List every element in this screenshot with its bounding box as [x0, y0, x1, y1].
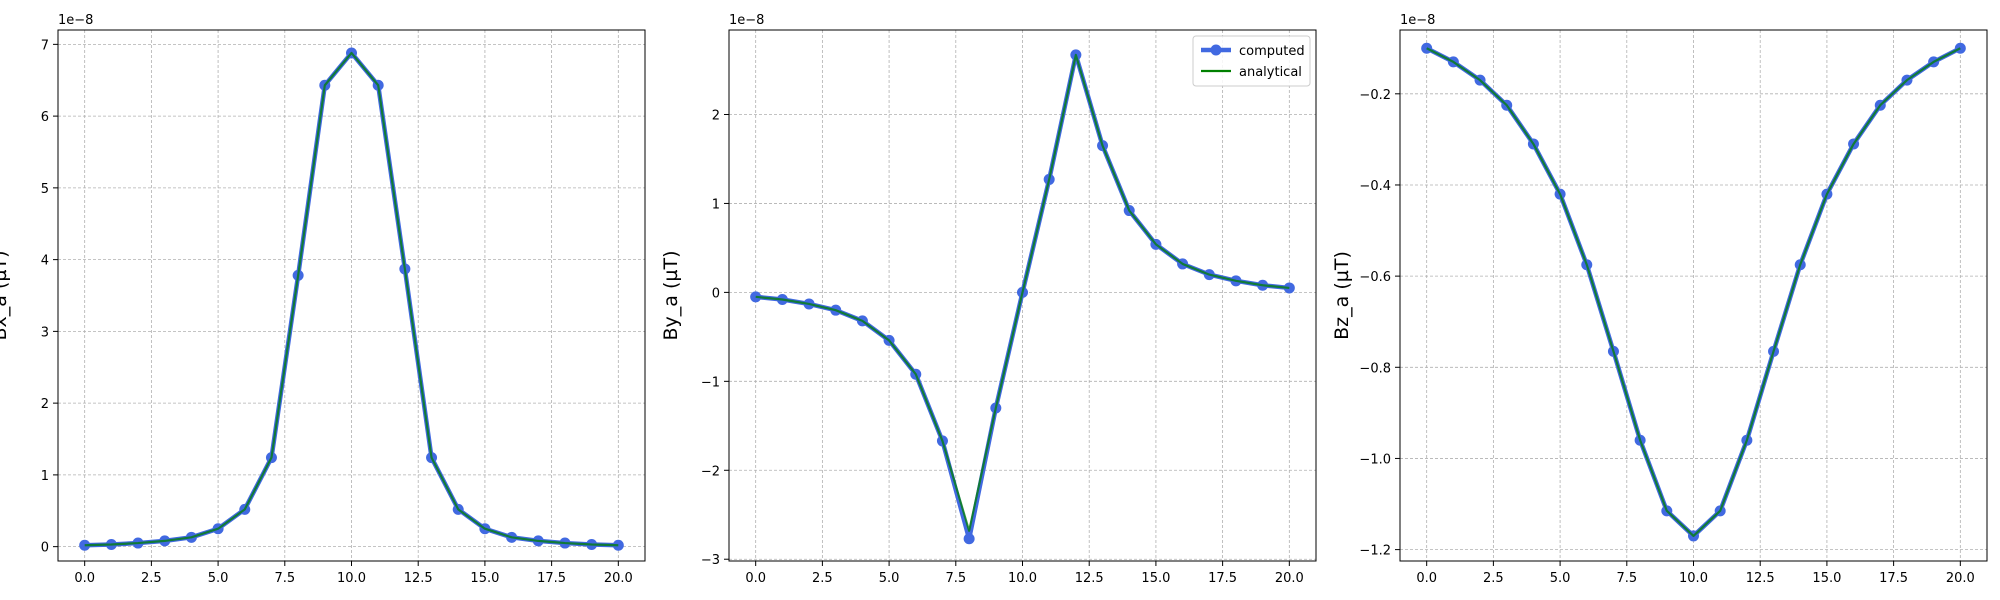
plot-area-frame: [728, 29, 1317, 562]
y-axis-label: Bz_a (µT): [1331, 251, 1353, 340]
y-tick-label: −1: [701, 375, 720, 390]
x-tick-label: 17.5: [1879, 571, 1908, 586]
axis-offset-label: 1e−8: [1400, 13, 1435, 28]
y-tick-label: −3: [701, 553, 720, 568]
x-tick-label: 5.0: [879, 571, 900, 586]
x-tick-label: 7.5: [274, 571, 295, 586]
x-tick-label: 17.5: [537, 571, 566, 586]
y-tick-label: 7: [41, 38, 49, 53]
x-tick-label: 10.0: [1679, 571, 1708, 586]
plot-area-frame: [57, 29, 646, 562]
y-tick-label: −0.6: [1359, 270, 1391, 285]
x-tick-label: 0.0: [74, 571, 95, 586]
series-line-analytical: [84, 51, 619, 547]
x-tick-label: 12.5: [1746, 571, 1775, 586]
legend: computed analytical: [1192, 35, 1311, 87]
y-tick-label: −0.4: [1359, 179, 1391, 194]
data-point-computed: [963, 533, 975, 545]
legend-marker-computed: [1210, 44, 1222, 56]
y-tick-label: 0: [712, 286, 720, 301]
y-tick-label: 5: [41, 182, 49, 197]
series-line-analytical: [755, 53, 1290, 532]
y-tick-label: −2: [701, 464, 720, 479]
legend-label-computed: computed: [1239, 44, 1305, 59]
x-tick-label: 7.5: [945, 571, 966, 586]
y-tick-label: 1: [712, 197, 720, 212]
x-tick-label: 5.0: [1550, 571, 1571, 586]
x-tick-label: 2.5: [812, 571, 833, 586]
x-tick-label: 20.0: [604, 571, 633, 586]
y-tick-label: 2: [41, 397, 49, 412]
x-tick-label: 2.5: [1483, 571, 1504, 586]
y-tick-label: −1.0: [1359, 452, 1391, 467]
subplot-1: 0.0 2.5 5.0 7.5 10.0 12.5 15.0 17.5 20.0 0 1 2 3 4 5 6 7…: [0, 13, 646, 586]
y-tick-label: −1.2: [1359, 544, 1391, 559]
x-tick-label: 17.5: [1208, 571, 1237, 586]
y-tick-label: 0: [41, 541, 49, 556]
x-tick-label: 7.5: [1616, 571, 1637, 586]
x-tick-label: 20.0: [1275, 571, 1304, 586]
x-tick-label: 15.0: [470, 571, 499, 586]
x-tick-label: 0.0: [745, 571, 766, 586]
y-axis-label: Bx_a (µT): [0, 251, 11, 341]
axis-offset-label: 1e−8: [729, 13, 764, 28]
y-tick-label: 3: [41, 325, 49, 340]
legend-label-analytical: analytical: [1239, 65, 1302, 80]
y-tick-label: 1: [41, 469, 49, 484]
subplot-3: 0.0 2.5 5.0 7.5 10.0 12.5 15.0 17.5 20.0 −1.2 −1.0…: [1331, 13, 1988, 586]
x-tick-label: 15.0: [1812, 571, 1841, 586]
plot-area-frame: [1399, 29, 1988, 562]
y-axis-label: By_a (µT): [660, 251, 682, 341]
y-tick-label: 6: [41, 110, 49, 125]
x-tick-label: 10.0: [1008, 571, 1037, 586]
subplot-2: 0.0 2.5 5.0 7.5 10.0 12.5 15.0 17.5 20.0 −3 −2 −1 0 1…: [660, 13, 1317, 586]
x-tick-label: 12.5: [404, 571, 433, 586]
y-tick-label: −0.8: [1359, 361, 1391, 376]
x-tick-label: 2.5: [141, 571, 162, 586]
axis-offset-label: 1e−8: [58, 13, 93, 28]
x-tick-label: 20.0: [1946, 571, 1975, 586]
y-tick-label: −0.2: [1359, 88, 1391, 103]
x-tick-label: 15.0: [1141, 571, 1170, 586]
y-tick-label: 2: [712, 108, 720, 123]
x-tick-label: 5.0: [208, 571, 229, 586]
x-tick-label: 0.0: [1416, 571, 1437, 586]
series-line-analytical: [1426, 47, 1961, 538]
y-tick-label: 4: [41, 254, 49, 269]
x-tick-label: 10.0: [337, 571, 366, 586]
x-tick-label: 12.5: [1075, 571, 1104, 586]
